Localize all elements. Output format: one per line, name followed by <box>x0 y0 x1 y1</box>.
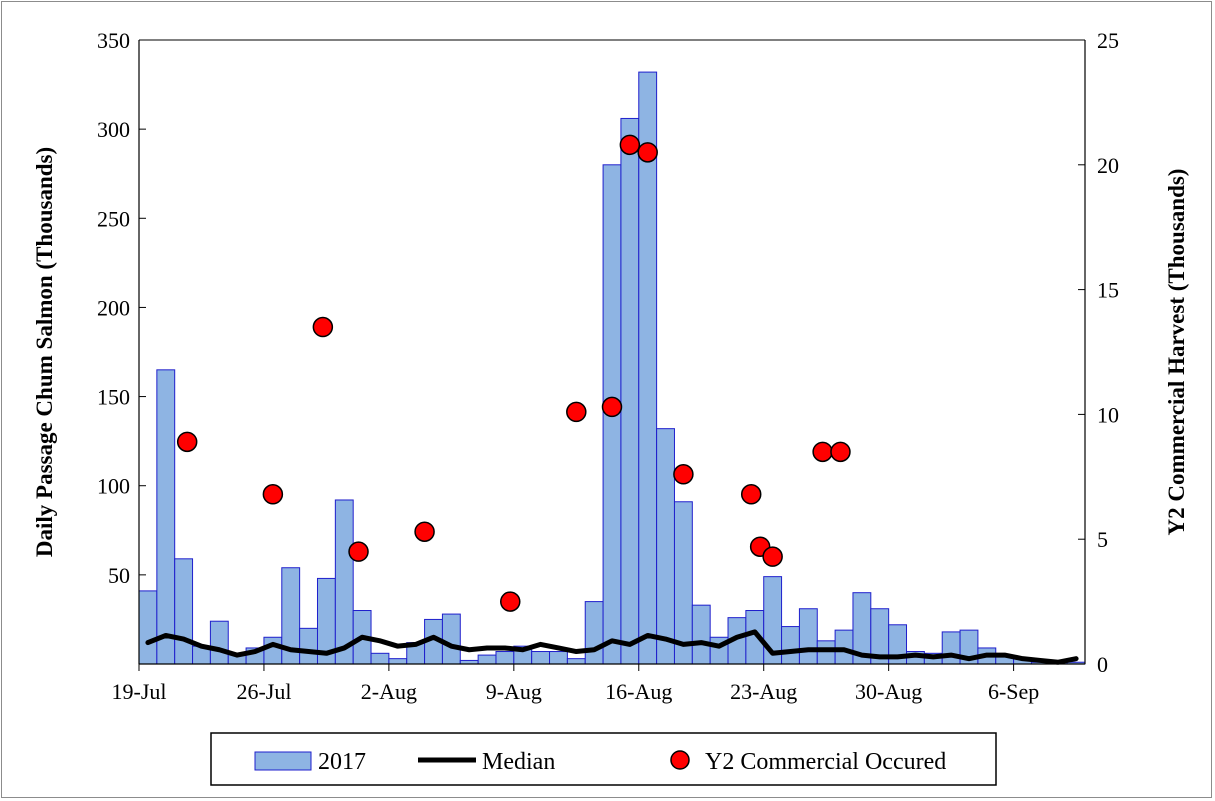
bar <box>566 658 586 665</box>
bar <box>549 651 568 665</box>
axes <box>138 39 1086 665</box>
y2-point <box>673 464 694 485</box>
bar <box>798 608 818 665</box>
y-tick-label: 200 <box>97 295 130 320</box>
median-line <box>145 629 1079 665</box>
y2-tick-label: 20 <box>1097 153 1119 178</box>
bar <box>441 613 461 665</box>
y2-point <box>740 484 762 505</box>
y2-tick-label: 5 <box>1097 527 1108 552</box>
bar <box>495 651 515 665</box>
bar <box>334 499 354 665</box>
y2-commercial-points <box>176 134 851 612</box>
y2-axis-title: Y2 Commercial Harvest (Thousands) <box>1164 169 1189 536</box>
y-tick-label: 150 <box>97 385 130 410</box>
y-tick-label: 250 <box>97 206 130 231</box>
y2-point <box>312 316 334 338</box>
y2-point <box>762 546 783 567</box>
y2-point <box>566 401 587 423</box>
y2-tick-label: 25 <box>1097 28 1119 53</box>
x-tick-label: 26-Jul <box>236 679 291 704</box>
y2-point <box>637 142 658 163</box>
bar <box>673 501 693 665</box>
bar <box>781 626 800 665</box>
y-tick-label: 350 <box>97 28 130 53</box>
bar <box>656 428 675 665</box>
bar <box>477 654 497 665</box>
x-tick-label: 19-Jul <box>112 679 167 704</box>
y2-tick-label: 0 <box>1097 652 1108 677</box>
legend: 2017 Median Y2 Commercial Occured <box>210 732 997 786</box>
legend-label-y2: Y2 Commercial Occured <box>705 749 946 775</box>
y-tick-label: 50 <box>108 563 130 588</box>
x-tick-label: 23-Aug <box>730 679 797 704</box>
legend-swatch-y2 <box>670 750 690 770</box>
legend-label-2017: 2017 <box>318 749 366 775</box>
y2-point <box>414 521 435 542</box>
bar <box>531 651 551 665</box>
bar <box>584 601 604 665</box>
y2-point <box>601 396 623 418</box>
bar <box>691 604 711 665</box>
bar <box>209 620 229 665</box>
x-tick-label: 9-Aug <box>486 679 542 704</box>
bar <box>816 640 836 665</box>
y2-point <box>619 134 641 156</box>
bar <box>156 369 176 665</box>
bar <box>388 658 408 665</box>
y2-point <box>812 441 833 463</box>
y2-point <box>500 591 521 612</box>
x-tick-label: 16-Aug <box>605 679 672 704</box>
legend-label-median: Median <box>482 749 555 775</box>
bars-2017 <box>138 71 1086 665</box>
y2-tick-label: 15 <box>1097 278 1119 303</box>
bar <box>370 652 390 665</box>
left-y-ticks: 50 100 150 200 250 300 350 <box>97 28 146 588</box>
bar <box>620 117 640 665</box>
y-axis-title: Daily Passage Chum Salmon (Thousands) <box>32 147 57 557</box>
x-tick-label: 6-Sep <box>988 679 1039 704</box>
x-tick-label: 30-Aug <box>855 679 922 704</box>
legend-box <box>210 732 997 786</box>
y2-point <box>830 441 851 463</box>
y2-point <box>176 431 198 453</box>
legend-swatch-2017 <box>254 751 312 771</box>
y-tick-label: 300 <box>97 117 130 142</box>
bar <box>263 636 283 665</box>
y2-point <box>262 484 284 505</box>
y-tick-label: 100 <box>97 474 130 499</box>
bar <box>174 558 194 665</box>
bar <box>138 590 158 665</box>
x-ticks: 19-Jul 26-Jul 2-Aug 9-Aug 16-Aug 23-Aug 30-Aug… <box>112 664 1039 704</box>
y2-tick-label: 10 <box>1097 402 1119 427</box>
right-y-ticks: 0 5 10 15 20 25 <box>1078 28 1119 677</box>
bar <box>834 629 854 665</box>
bar <box>299 627 318 665</box>
bar <box>941 631 961 665</box>
y2-point <box>348 541 369 562</box>
x-tick-label: 2-Aug <box>361 679 417 704</box>
